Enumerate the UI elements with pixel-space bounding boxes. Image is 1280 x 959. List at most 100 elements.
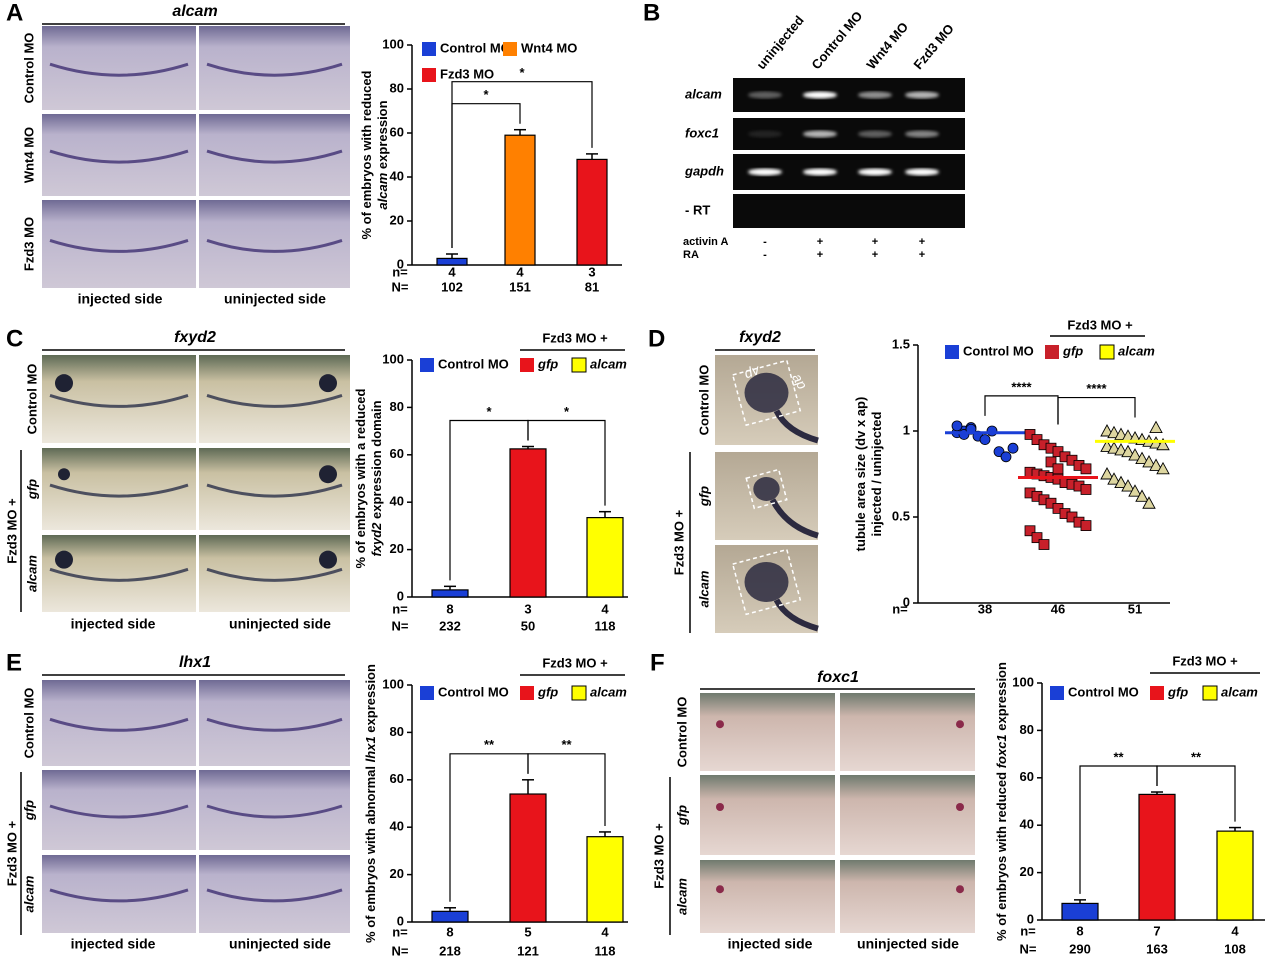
condition-sign: + bbox=[919, 249, 925, 261]
legend-label: gfp bbox=[537, 356, 558, 371]
significance-label: ** bbox=[1113, 749, 1124, 764]
group-label: Fzd3 MO + bbox=[542, 330, 608, 345]
y-tick-label: 100 bbox=[1012, 674, 1034, 689]
group-label: Fzd3 MO + bbox=[1172, 653, 1238, 668]
y-axis-label: injected / uninjected bbox=[869, 411, 884, 536]
point bbox=[1080, 463, 1092, 475]
expression-stripe bbox=[49, 62, 189, 77]
y-label-part: expression bbox=[363, 664, 378, 733]
y-tick-label: 40 bbox=[1020, 817, 1034, 832]
legend-swatch bbox=[503, 42, 517, 56]
y-tick-label: 60 bbox=[390, 446, 404, 461]
y-tick-label: 40 bbox=[390, 494, 404, 509]
legend-swatch bbox=[1050, 686, 1064, 700]
y-label-part: alcam bbox=[375, 172, 390, 209]
row-label: Control MO bbox=[24, 364, 39, 435]
legend-swatch bbox=[422, 42, 436, 56]
N-value: 108 bbox=[1224, 941, 1246, 956]
bar bbox=[509, 448, 547, 598]
gel-band bbox=[858, 168, 892, 176]
embryo-image bbox=[840, 693, 975, 771]
duct bbox=[773, 409, 819, 444]
panel-letter: B bbox=[643, 0, 660, 26]
point bbox=[1114, 475, 1128, 489]
condition-sign: - bbox=[763, 249, 767, 261]
significance-bracket bbox=[527, 419, 606, 506]
point bbox=[1156, 461, 1170, 475]
bar bbox=[1138, 793, 1176, 921]
point bbox=[986, 425, 998, 437]
column-label: uninjected side bbox=[857, 936, 959, 952]
n-label: n= bbox=[392, 601, 408, 616]
legend-label: Control MO bbox=[438, 684, 509, 699]
significance-bracket bbox=[1156, 765, 1236, 822]
y-label-part: % of embryos with reduced bbox=[994, 772, 1009, 941]
roi-box bbox=[731, 548, 802, 616]
bar bbox=[586, 836, 624, 923]
row-label: Control MO bbox=[674, 697, 689, 768]
y-axis-label: tubule area size (dv x ap) bbox=[853, 397, 868, 552]
box-label: dv bbox=[742, 361, 762, 381]
legend-swatch bbox=[1202, 685, 1218, 701]
bar bbox=[1216, 830, 1254, 921]
point bbox=[1135, 451, 1149, 464]
legend-label: alcam bbox=[590, 684, 627, 699]
row-label: Fzd3 MO bbox=[21, 217, 36, 271]
row-label: alcam bbox=[24, 555, 39, 592]
expression-stripe bbox=[206, 717, 343, 732]
group-label: Fzd3 MO + bbox=[4, 498, 19, 564]
condition-sign: + bbox=[872, 249, 878, 261]
panel-letter: D bbox=[648, 325, 665, 352]
legend-swatch bbox=[1045, 345, 1059, 359]
pronephros bbox=[58, 468, 70, 481]
legend-swatch bbox=[945, 345, 959, 359]
gel-band bbox=[858, 91, 892, 99]
condition-label: activin A bbox=[683, 236, 728, 248]
n-value: 4 bbox=[601, 924, 609, 939]
panel-title: lhx1 bbox=[179, 654, 211, 671]
column-label: uninjected side bbox=[224, 291, 326, 307]
embryo-image bbox=[700, 693, 835, 771]
n-label: n= bbox=[1020, 923, 1036, 938]
pronephros bbox=[956, 720, 964, 729]
lane-label: Wnt4 MO bbox=[863, 19, 911, 72]
legend-swatch bbox=[520, 686, 534, 700]
point bbox=[1121, 479, 1135, 492]
y-tick-label: 40 bbox=[390, 168, 404, 183]
gel-row-label: gapdh bbox=[684, 163, 724, 178]
y-tick-label: 0 bbox=[903, 594, 910, 609]
condition-sign: - bbox=[763, 236, 767, 248]
point bbox=[1149, 420, 1163, 434]
y-label-part: injected / uninjected bbox=[869, 411, 884, 536]
gel-band bbox=[748, 130, 782, 138]
y-tick-label: 20 bbox=[390, 866, 404, 881]
group-label: Fzd3 MO + bbox=[4, 820, 19, 886]
significance-bracket bbox=[527, 753, 606, 826]
legend-swatch bbox=[571, 685, 587, 701]
expression-stripe bbox=[49, 567, 189, 582]
panel-title: alcam bbox=[172, 3, 217, 20]
panel-title: fxyd2 bbox=[174, 329, 216, 346]
expression-stripe bbox=[206, 149, 343, 164]
significance-bracket bbox=[451, 81, 593, 248]
y-tick-label: 1 bbox=[903, 422, 910, 437]
bar bbox=[504, 134, 536, 266]
y-label-part: lhx1 bbox=[363, 736, 378, 762]
n-label: n= bbox=[392, 924, 408, 939]
pronephros bbox=[319, 465, 337, 484]
n-value: 8 bbox=[1076, 923, 1083, 938]
panel-title: fxyd2 bbox=[739, 329, 781, 346]
N-value: 118 bbox=[595, 618, 616, 633]
y-label-part: % of embryos with reduced bbox=[359, 70, 374, 239]
legend-swatch bbox=[1099, 344, 1115, 360]
pronephros bbox=[716, 720, 724, 729]
significance-label: **** bbox=[1086, 381, 1107, 396]
row-label: Control MO bbox=[21, 688, 36, 759]
y-tick-label: 60 bbox=[390, 124, 404, 139]
expression-stripe bbox=[49, 393, 189, 408]
row-label: gfp bbox=[674, 805, 689, 826]
y-tick-label: 100 bbox=[382, 36, 404, 51]
duct bbox=[773, 598, 819, 632]
significance-label: * bbox=[483, 87, 489, 102]
N-label: N= bbox=[392, 279, 409, 294]
